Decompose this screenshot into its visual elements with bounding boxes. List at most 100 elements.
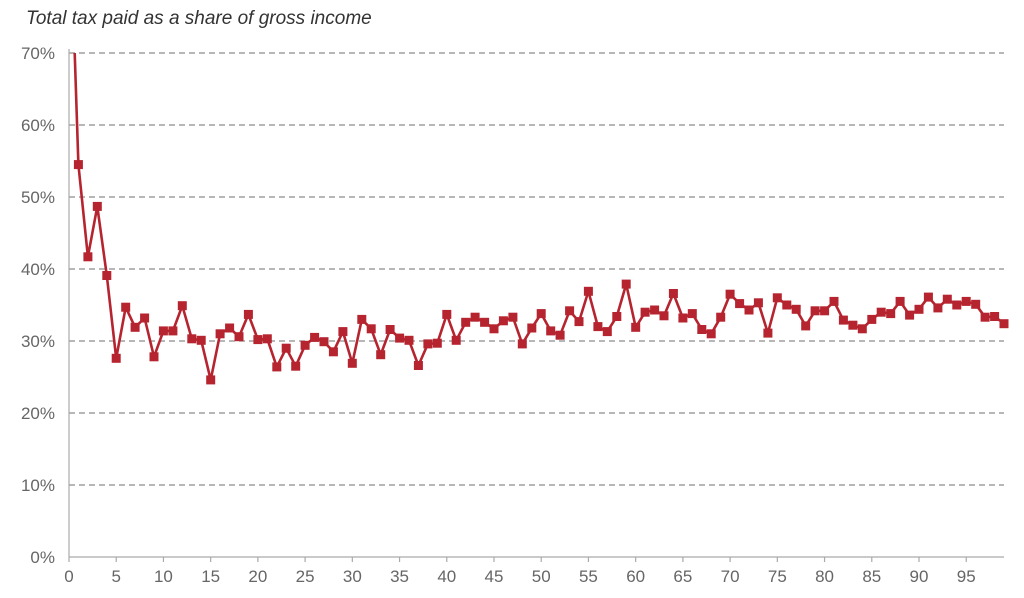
data-point [461, 317, 471, 327]
y-tick-label: 70% [21, 44, 55, 63]
data-point [678, 313, 688, 323]
data-point [149, 352, 159, 362]
y-tick-label: 50% [21, 188, 55, 207]
data-point [158, 326, 168, 336]
x-tick-label: 45 [485, 567, 504, 586]
data-point [687, 309, 697, 319]
data-point [659, 311, 669, 321]
data-point [895, 296, 905, 306]
x-tick-label: 80 [815, 567, 834, 586]
data-point [905, 310, 915, 320]
data-point [923, 292, 933, 302]
y-tick-label: 40% [21, 260, 55, 279]
data-point [413, 361, 423, 370]
data-point [140, 313, 150, 323]
data-point [196, 335, 206, 345]
data-point [376, 350, 386, 360]
data-point [121, 302, 131, 312]
data-point [971, 299, 981, 309]
data-point [432, 338, 442, 348]
data-point [262, 334, 272, 344]
data-point [914, 304, 924, 314]
data-point [310, 332, 320, 342]
data-point [338, 327, 348, 337]
data-point [602, 327, 612, 337]
data-point [886, 309, 896, 319]
data-point [772, 293, 782, 303]
data-point [225, 323, 235, 333]
data-point [253, 335, 263, 345]
data-point [593, 322, 603, 332]
axes [68, 49, 1004, 562]
data-point [272, 362, 282, 372]
data-point [177, 301, 187, 311]
data-point [791, 304, 801, 314]
data-point [83, 252, 93, 262]
data-point [404, 335, 414, 345]
data-point [111, 353, 121, 363]
x-tick-label: 40 [437, 567, 456, 586]
data-point [867, 314, 877, 324]
data-point [243, 309, 253, 319]
x-tick-label: 15 [201, 567, 220, 586]
x-tick-label: 30 [343, 567, 362, 586]
data-point [650, 305, 660, 315]
data-point [546, 326, 556, 336]
data-point [385, 325, 395, 334]
data-point [527, 323, 537, 333]
data-point [961, 296, 971, 306]
data-point [536, 309, 546, 319]
data-point [328, 347, 338, 357]
x-tick-label: 50 [532, 567, 551, 586]
x-tick-label: 95 [957, 567, 976, 586]
data-point [990, 312, 1000, 321]
data-point [640, 307, 650, 317]
series-line-path [73, 53, 1005, 382]
x-tick-labels: 0 5 10 15 20 25 30 35 40 45 50 55 60 65 70 75 80 85 90 95 [64, 567, 975, 586]
y-tick-label: 30% [21, 332, 55, 351]
data-point [215, 329, 225, 339]
data-point [206, 375, 216, 385]
gridlines [69, 52, 1004, 486]
data-point [942, 294, 952, 304]
data-point [706, 329, 716, 339]
y-tick-label: 0% [30, 548, 55, 567]
x-tick-label: 10 [154, 567, 173, 586]
data-point [300, 340, 310, 350]
data-point [838, 315, 848, 325]
data-point [829, 296, 839, 306]
data-point [621, 279, 631, 289]
data-point [782, 300, 792, 310]
x-tick-label: 5 [111, 567, 120, 586]
y-tick-label: 20% [21, 404, 55, 423]
data-point [234, 332, 244, 342]
x-tick-label: 20 [248, 567, 267, 586]
series-line [73, 53, 1005, 382]
data-point [395, 333, 405, 343]
x-tick-label: 85 [862, 567, 881, 586]
x-tick-label: 35 [390, 567, 409, 586]
x-tick-label: 60 [626, 567, 645, 586]
data-point [999, 319, 1009, 329]
data-point [347, 358, 357, 368]
data-point [801, 321, 811, 331]
data-point [73, 160, 83, 170]
x-tick-label: 90 [910, 567, 929, 586]
data-point [952, 300, 962, 310]
data-point [508, 312, 518, 322]
data-point [555, 330, 565, 340]
data-point [848, 320, 858, 330]
data-point [820, 306, 830, 316]
data-point [744, 305, 754, 315]
x-tick-label: 55 [579, 567, 598, 586]
chart-title: Total tax paid as a share of gross incom… [26, 8, 372, 29]
data-point [470, 312, 480, 322]
data-point [980, 312, 990, 322]
data-point [92, 201, 102, 211]
data-point [130, 322, 140, 332]
x-tick-label: 70 [721, 567, 740, 586]
data-point [517, 339, 527, 349]
data-point [697, 325, 707, 334]
data-point [876, 307, 886, 317]
